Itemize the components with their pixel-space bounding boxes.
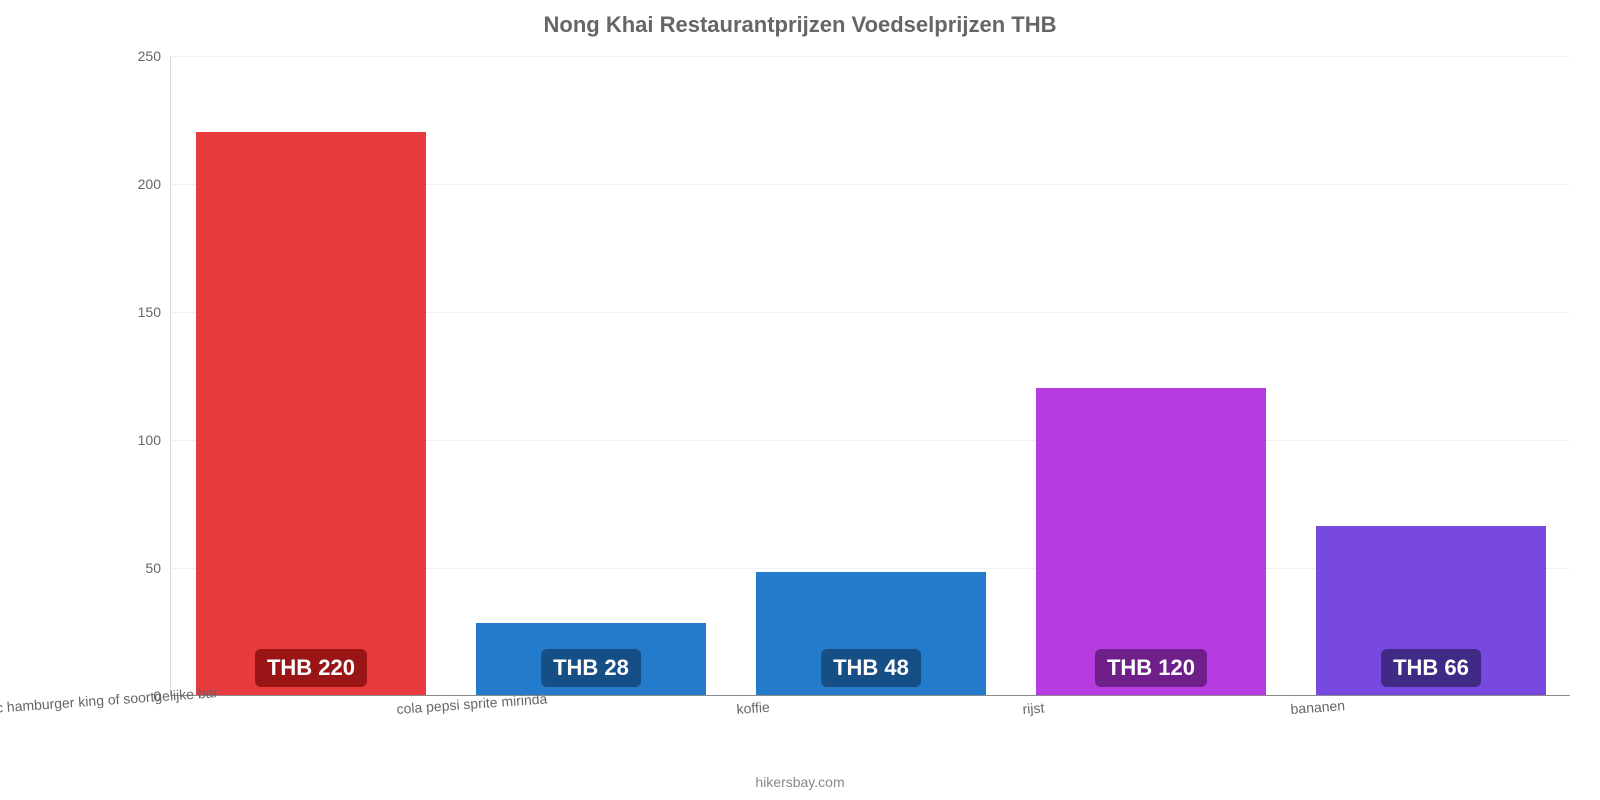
bar: THB 28 [476, 623, 706, 695]
bar-value-label: THB 66 [1381, 649, 1481, 687]
chart-title: Nong Khai Restaurantprijzen Voedselprijz… [0, 12, 1600, 38]
x-axis-tick-label: bananen [1290, 697, 1345, 717]
y-axis-tick-label: 200 [138, 176, 171, 192]
bar: THB 48 [756, 572, 986, 695]
bar: THB 66 [1316, 526, 1546, 695]
plot-area: 050100150200250THB 220mac hamburger king… [170, 56, 1570, 696]
bar: THB 220 [196, 132, 426, 695]
x-axis-tick-label: rijst [1022, 699, 1045, 716]
bar-value-label: THB 48 [821, 649, 921, 687]
x-axis-tick-label: mac hamburger king of soortgelijke bar [0, 684, 219, 717]
attribution-text: hikersbay.com [0, 774, 1600, 790]
bar-value-label: THB 220 [255, 649, 367, 687]
gridline [171, 56, 1570, 57]
y-axis-tick-label: 150 [138, 304, 171, 320]
x-axis-tick-label: koffie [736, 699, 770, 717]
bar-value-label: THB 28 [541, 649, 641, 687]
y-axis-tick-label: 250 [138, 48, 171, 64]
y-axis-tick-label: 50 [145, 560, 171, 576]
bar: THB 120 [1036, 388, 1266, 695]
y-axis-tick-label: 100 [138, 432, 171, 448]
bar-value-label: THB 120 [1095, 649, 1207, 687]
